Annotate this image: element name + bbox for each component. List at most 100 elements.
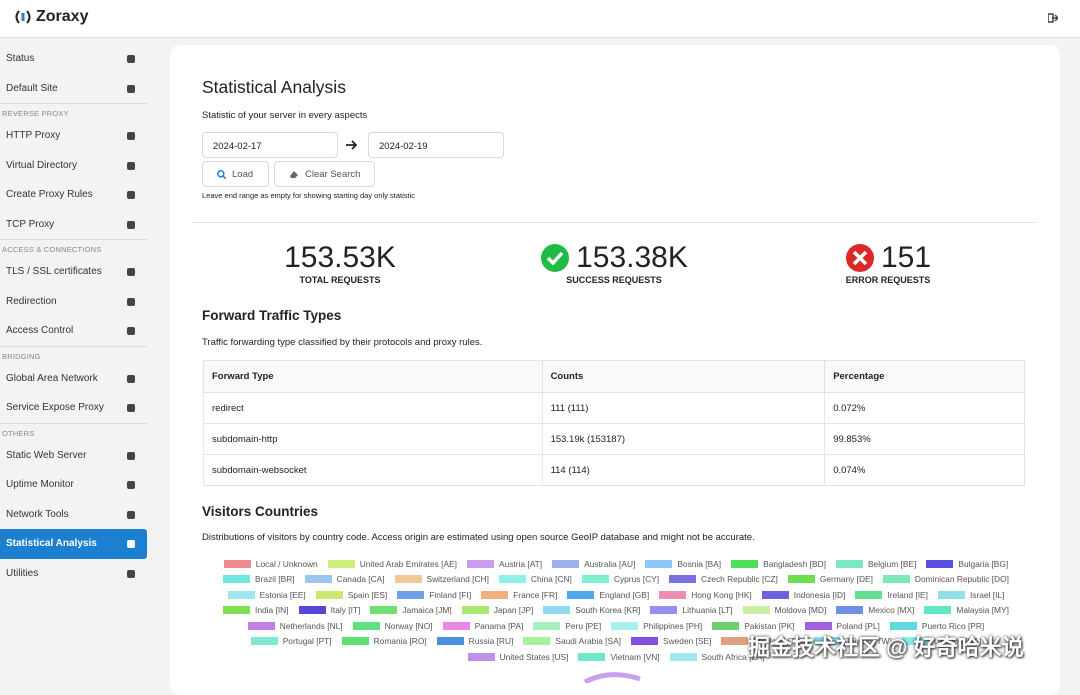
sidebar-item[interactable]: Statistical Analysis [0,529,147,559]
legend-item[interactable]: Japan [JP] [461,605,533,616]
legend-item[interactable]: Czech Republic [CZ] [669,574,778,585]
legend-item[interactable]: Finland [FI] [397,589,471,600]
legend-item[interactable]: Austria [AT] [467,558,542,569]
legend-label: Philippines [PH] [643,620,703,631]
load-label: Load [232,168,254,180]
legend-item[interactable]: Belgium [BE] [835,558,916,569]
legend-swatch [461,606,489,614]
legend-item[interactable]: Philippines [PH] [611,620,702,631]
sidebar-label: Default Site [6,82,58,94]
legend-item[interactable]: France [FR] [481,589,557,600]
legend-item[interactable]: South Korea [KR] [543,605,640,616]
legend-item[interactable]: Netherlands [NL] [247,620,343,631]
legend-item[interactable]: Bangladesh [BD] [731,558,826,569]
legend-item[interactable]: South Africa [ZA] [669,651,764,662]
load-button[interactable]: Load [202,161,269,187]
end-date[interactable]: 2024-02-19 [368,132,504,158]
legend-item[interactable]: Bulgaria [BG] [926,558,1008,569]
legend-item[interactable]: United Arab Emirates [AE] [327,558,457,569]
legend-item[interactable]: Ukraine [UA] [901,636,981,647]
legend-swatch [543,606,571,614]
sidebar-icon [127,297,135,306]
legend-item[interactable]: Puerto Rico [PR] [889,620,984,631]
legend-item[interactable]: Pakistan [PK] [712,620,795,631]
legend-label: Vietnam [VN] [610,651,660,662]
legend-item[interactable]: Canada [CA] [304,574,385,585]
legend-item[interactable]: Norway [NO] [352,620,433,631]
sidebar-label: Uptime Monitor [6,479,74,491]
hint: Leave end range as empty for showing sta… [202,191,416,200]
error-icon [845,244,874,272]
legend-item[interactable]: Thailand [TH] [721,636,804,647]
clear-button[interactable]: Clear Search [274,161,375,187]
legend-item[interactable]: Estonia [EE] [227,589,306,600]
legend-item[interactable]: Jamaica [JM] [370,605,452,616]
logout-button[interactable] [1048,13,1058,23]
legend-item[interactable]: Switzerland [CH] [394,574,489,585]
legend-item[interactable]: Dominican Republic [DO] [882,574,1009,585]
legend-label: Czech Republic [CZ] [701,574,778,584]
sidebar-item[interactable]: Create Proxy Rules [0,180,147,210]
sidebar-item[interactable]: Global Area Network [0,364,147,394]
legend-item[interactable]: Saudi Arabia [SA] [523,636,621,647]
legend-item[interactable]: India [IN] [223,605,289,616]
legend-item[interactable]: Mexico [MX] [836,605,914,616]
legend-swatch [721,637,749,645]
legend-item[interactable]: Germany [DE] [787,574,873,585]
stat-value: 153.38K [576,241,688,274]
start-date[interactable]: 2024-02-17 [202,132,338,158]
legend-item[interactable]: United States [US] [467,651,568,662]
sidebar-label: Virtual Directory [6,159,77,171]
legend-item[interactable]: Panama [PA] [442,620,523,631]
sidebar-item[interactable]: HTTP Proxy [0,121,147,151]
sidebar-item[interactable]: Access Control [0,316,147,346]
legend-swatch [742,606,770,614]
legend-item[interactable]: China [CN] [498,574,572,585]
sidebar-item[interactable]: Status [0,44,147,74]
sidebar-icon [127,451,135,460]
legend-swatch [327,559,355,568]
sidebar-item[interactable]: TCP Proxy [0,210,147,240]
legend-item[interactable]: Italy [IT] [298,605,361,616]
legend-item[interactable]: Cyprus [CY] [581,574,659,585]
sidebar-item[interactable]: Static Web Server [0,441,147,471]
legend-item[interactable]: Ireland [IE] [855,589,928,600]
sidebar-item[interactable]: Virtual Directory [0,151,147,181]
legend-item[interactable]: Lithuania [LT] [650,605,733,616]
legend-item[interactable]: Poland [PL] [804,620,880,631]
legend-item[interactable]: Sweden [SE] [631,636,711,647]
top-bar: Zoraxy [0,0,1080,38]
legend-item[interactable]: Romania [RO] [341,636,427,647]
legend-label: Romania [RO] [373,636,427,646]
legend-item[interactable]: Indonesia [ID] [761,589,845,600]
legend-item[interactable]: Australia [AU] [552,558,635,569]
legend-item[interactable]: Peru [PE] [533,620,601,631]
legend-item[interactable]: Bosnia [BA] [645,558,721,569]
legend-item[interactable]: Vietnam [VN] [578,651,660,662]
legend-label: Israel [IL] [969,589,1005,600]
legend-swatch [581,575,609,583]
legend-item[interactable]: Israel [IL] [937,589,1005,600]
legend-item[interactable]: Taiwan [TW] [813,636,892,647]
table-cell: subdomain-http [203,423,543,455]
legend-item[interactable]: Hong Kong [HK] [659,589,752,600]
sidebar-item[interactable]: Redirection [0,287,147,317]
legend-item[interactable]: England [GB] [567,589,649,600]
legend-item[interactable]: Moldova [MD] [742,605,826,616]
sidebar-item[interactable]: TLS / SSL certificates [0,257,147,287]
table-row: subdomain-http 153.19k (153187) 99.853% [203,423,1025,455]
sidebar-item[interactable]: Utilities [0,559,147,589]
legend-label: Pakistan [PK] [744,620,795,631]
sidebar-item[interactable]: Service Expose Proxy [0,393,147,423]
sidebar-item[interactable]: Network Tools [0,500,147,530]
sidebar-item[interactable]: Default Site [0,74,147,104]
legend-item[interactable]: Portugal [PT] [250,636,332,647]
legend-item[interactable]: Spain [ES] [315,589,387,600]
legend-item[interactable]: Brazil [BR] [223,574,295,585]
legend-item[interactable]: Russia [RU] [436,636,513,647]
legend-label: Italy [IT] [330,605,361,615]
legend-item[interactable]: Local / Unknown [223,558,318,569]
sidebar-item[interactable]: Uptime Monitor [0,470,147,500]
legend-item[interactable]: Malaysia [MY] [924,605,1009,616]
sidebar-icon [127,191,135,199]
